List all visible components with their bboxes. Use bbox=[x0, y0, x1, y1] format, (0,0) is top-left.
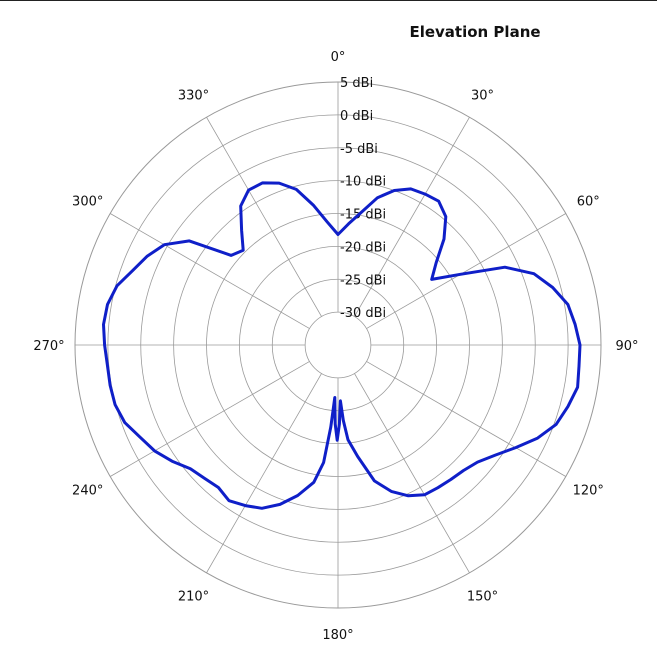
angle-tick-label: 60° bbox=[577, 195, 600, 210]
chart-title: Elevation Plane bbox=[409, 23, 540, 41]
grid-spoke-7 bbox=[206, 373, 322, 573]
radial-tick-label: -5 dBi bbox=[340, 142, 378, 157]
radial-tick-labels: -30 dBi -25 dBi -20 dBi -15 dBi -10 dBi -5 dB… bbox=[340, 76, 386, 321]
grid-ring-0 bbox=[304, 311, 372, 379]
angle-tick-label: 120° bbox=[573, 484, 604, 499]
grid-spoke-1 bbox=[354, 117, 470, 317]
radial-tick-label: -10 dBi bbox=[340, 175, 386, 190]
angle-tick-label: 90° bbox=[615, 339, 638, 354]
top-border-line bbox=[0, 0, 657, 1]
angle-tick-labels: 0° 30° 60° 90° 120° 150° 180° 210° 240° 270° 300° 3… bbox=[33, 50, 638, 643]
angle-tick-label: 240° bbox=[72, 484, 103, 499]
angle-tick-label: 270° bbox=[33, 339, 64, 354]
radial-tick-label: -30 dBi bbox=[340, 306, 386, 321]
radial-tick-label: 0 dBi bbox=[340, 109, 373, 124]
angle-tick-label: 150° bbox=[467, 589, 498, 604]
angle-tick-label: 210° bbox=[178, 589, 209, 604]
series-line-0 bbox=[102, 181, 582, 510]
grid-spoke-11 bbox=[206, 117, 322, 317]
angle-tick-label: 0° bbox=[331, 50, 346, 65]
grid-spoke-2 bbox=[366, 213, 566, 329]
angle-tick-label: 300° bbox=[72, 195, 103, 210]
grid-spoke-5 bbox=[354, 373, 470, 573]
angle-tick-label: 180° bbox=[322, 628, 353, 643]
radial-tick-label: -25 dBi bbox=[340, 273, 386, 288]
radial-tick-label: -20 dBi bbox=[340, 240, 386, 255]
grid-spoke-8 bbox=[110, 361, 310, 477]
grid-spoke-10 bbox=[110, 213, 310, 329]
grid-spoke-4 bbox=[366, 361, 566, 477]
angle-tick-label: 30° bbox=[471, 89, 494, 104]
series-group bbox=[102, 181, 582, 510]
radial-tick-label: -15 dBi bbox=[340, 208, 386, 223]
radial-tick-label: 5 dBi bbox=[340, 76, 373, 91]
polar-grid bbox=[74, 81, 602, 609]
angle-tick-label: 330° bbox=[178, 89, 209, 104]
